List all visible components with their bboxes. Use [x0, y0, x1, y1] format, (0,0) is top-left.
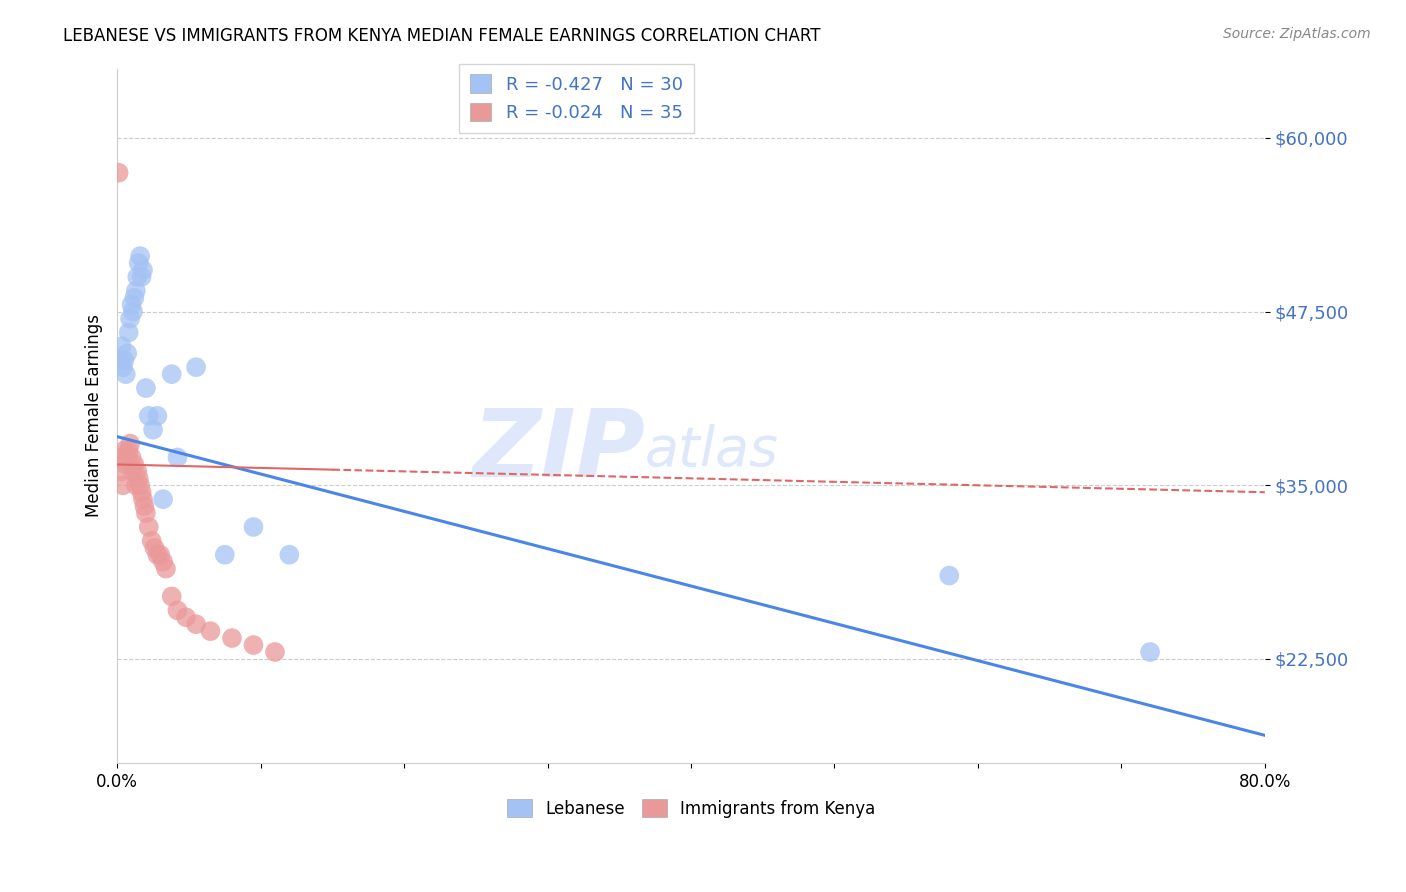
- Point: [122, 464, 145, 478]
- Point: [128, 471, 150, 485]
- Point: [118, 443, 141, 458]
- Text: ZIP: ZIP: [472, 405, 645, 497]
- Text: atlas: atlas: [645, 424, 779, 477]
- Point: [131, 485, 153, 500]
- Point: [131, 269, 153, 284]
- Point: [174, 610, 197, 624]
- Text: LEBANESE VS IMMIGRANTS FROM KENYA MEDIAN FEMALE EARNINGS CORRELATION CHART: LEBANESE VS IMMIGRANTS FROM KENYA MEDIAN…: [63, 27, 821, 45]
- Point: [111, 360, 134, 375]
- Point: [124, 458, 146, 472]
- Point: [125, 478, 148, 492]
- Point: [121, 298, 143, 312]
- Point: [184, 617, 207, 632]
- Point: [114, 458, 136, 472]
- Point: [278, 548, 301, 562]
- Point: [155, 561, 177, 575]
- Point: [124, 291, 146, 305]
- Legend: Lebanese, Immigrants from Kenya: Lebanese, Immigrants from Kenya: [501, 793, 882, 824]
- Point: [200, 624, 222, 639]
- Point: [132, 492, 155, 507]
- Text: Source: ZipAtlas.com: Source: ZipAtlas.com: [1223, 27, 1371, 41]
- Point: [149, 548, 172, 562]
- Point: [120, 436, 142, 450]
- Point: [142, 423, 165, 437]
- Point: [111, 478, 134, 492]
- Point: [114, 367, 136, 381]
- Point: [184, 360, 207, 375]
- Point: [132, 263, 155, 277]
- Point: [121, 450, 143, 465]
- Point: [108, 353, 131, 368]
- Point: [125, 284, 148, 298]
- Point: [129, 249, 152, 263]
- Point: [141, 533, 163, 548]
- Point: [134, 499, 156, 513]
- Point: [264, 645, 287, 659]
- Point: [127, 464, 149, 478]
- Point: [115, 450, 138, 465]
- Point: [160, 367, 183, 381]
- Point: [112, 443, 135, 458]
- Point: [135, 381, 157, 395]
- Point: [938, 568, 960, 582]
- Point: [112, 353, 135, 368]
- Point: [214, 548, 236, 562]
- Point: [129, 478, 152, 492]
- Point: [118, 326, 141, 340]
- Point: [122, 304, 145, 318]
- Point: [108, 450, 131, 465]
- Point: [110, 339, 132, 353]
- Point: [152, 555, 174, 569]
- Y-axis label: Median Female Earnings: Median Female Earnings: [86, 314, 103, 517]
- Point: [146, 409, 169, 423]
- Point: [1139, 645, 1161, 659]
- Point: [110, 464, 132, 478]
- Point: [146, 548, 169, 562]
- Point: [135, 506, 157, 520]
- Point: [221, 631, 243, 645]
- Point: [166, 450, 188, 465]
- Point: [138, 409, 160, 423]
- Point: [128, 256, 150, 270]
- Point: [115, 346, 138, 360]
- Point: [160, 590, 183, 604]
- Point: [138, 520, 160, 534]
- Point: [242, 638, 264, 652]
- Point: [127, 269, 149, 284]
- Point: [242, 520, 264, 534]
- Point: [166, 603, 188, 617]
- Point: [120, 311, 142, 326]
- Point: [152, 492, 174, 507]
- Point: [107, 166, 129, 180]
- Point: [143, 541, 166, 555]
